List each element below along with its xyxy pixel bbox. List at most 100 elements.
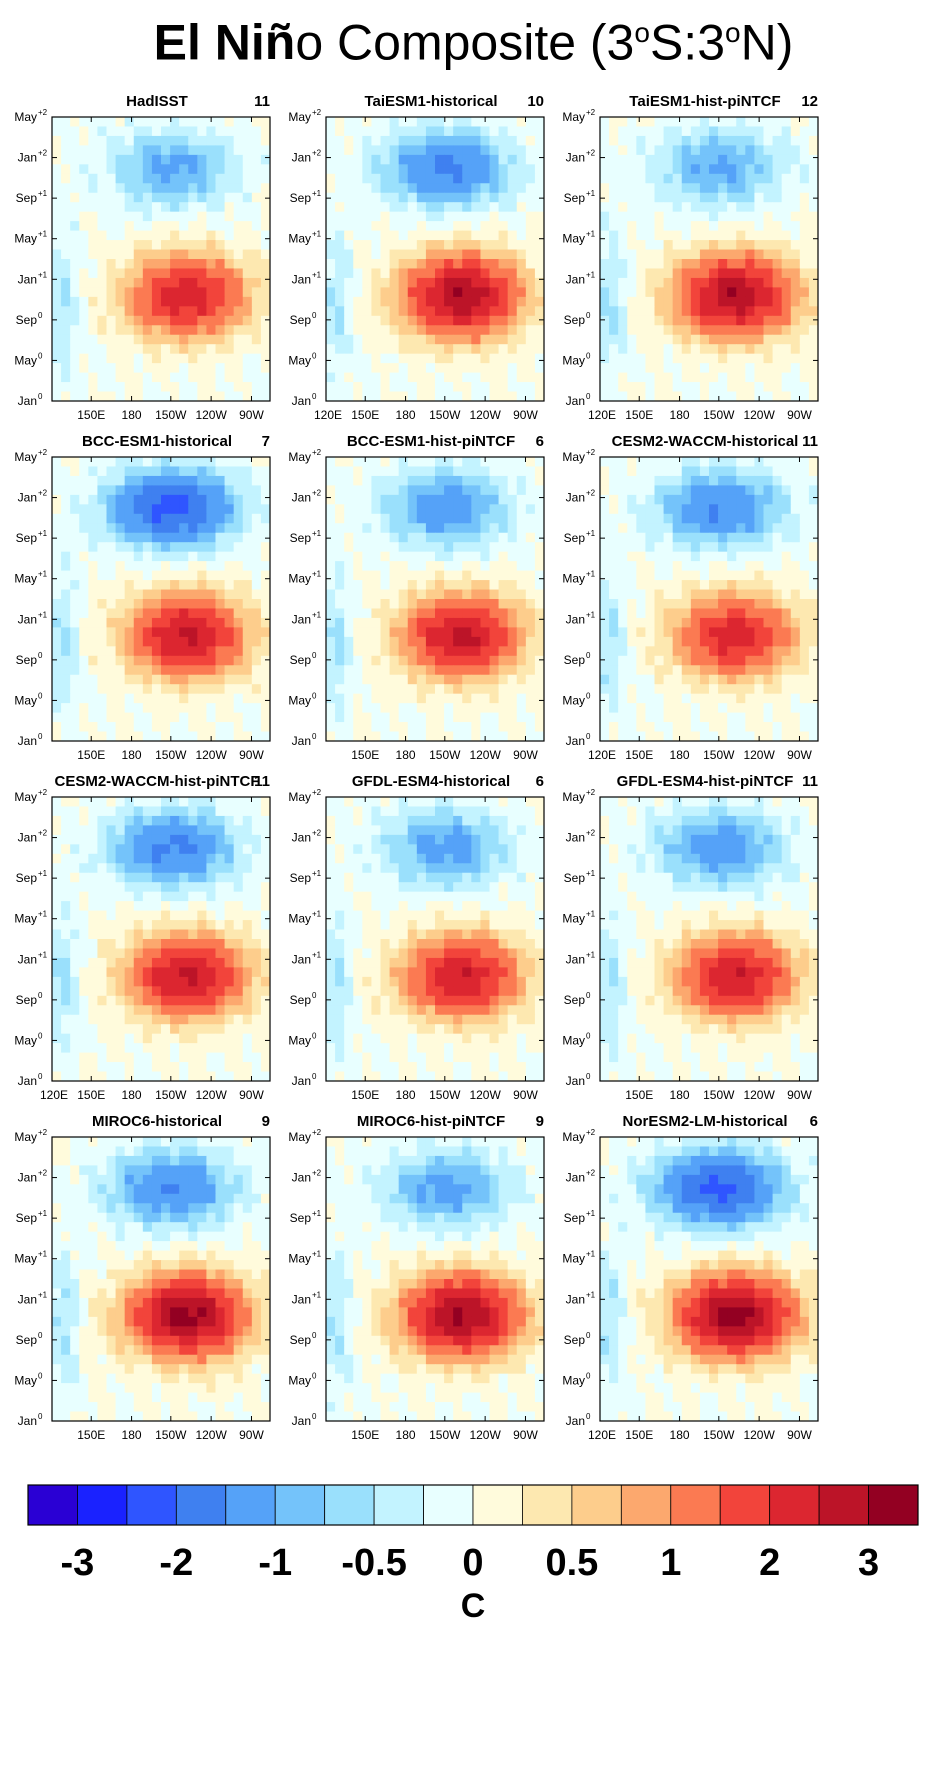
heatmap-cell (763, 731, 773, 742)
heatmap-cell (699, 523, 710, 534)
heatmap-cell (179, 457, 189, 467)
heatmap-cell (224, 722, 235, 732)
heatmap-cell (763, 542, 773, 553)
heatmap-cell (353, 391, 363, 402)
heatmap-cell (525, 532, 536, 543)
heatmap-cell (97, 126, 107, 137)
heatmap-cell (106, 494, 116, 505)
heatmap-cell (516, 580, 527, 590)
heatmap-cell (371, 674, 381, 685)
heatmap-cell (353, 532, 363, 543)
heatmap-cell (398, 617, 409, 628)
heatmap-cell (453, 325, 463, 336)
heatmap-cell (170, 665, 180, 676)
heatmap-cell (97, 306, 107, 317)
heatmap-cell (97, 627, 107, 638)
heatmap-cell (115, 825, 126, 836)
heatmap-cell (763, 485, 773, 496)
y-tick-label: Sep (564, 531, 586, 545)
heatmap-cell (344, 655, 354, 666)
heatmap-cell (260, 353, 271, 364)
heatmap-cell (371, 117, 381, 127)
heatmap-cell (142, 485, 153, 496)
heatmap-cell (335, 173, 345, 184)
heatmap-cell (453, 164, 463, 175)
heatmap-cell (197, 589, 207, 600)
heatmap-cell (645, 703, 655, 713)
heatmap-cell (124, 561, 135, 571)
heatmap-cell (425, 117, 436, 127)
heatmap-cell (224, 475, 235, 486)
heatmap-cell (525, 296, 536, 307)
heatmap-cell (690, 296, 701, 307)
heatmap-cell (471, 391, 481, 402)
heatmap-cell (362, 466, 372, 477)
heatmap-cell (507, 183, 518, 194)
heatmap-cell (142, 353, 153, 364)
heatmap-cell (344, 154, 354, 165)
heatmap-cell (242, 126, 253, 137)
heatmap-cell (618, 259, 628, 269)
heatmap-cell (133, 353, 144, 364)
heatmap-cell (781, 202, 792, 213)
heatmap-cell (534, 145, 545, 156)
heatmap-cell (471, 617, 481, 628)
heatmap-cell (362, 211, 372, 222)
heatmap-cell (600, 617, 610, 628)
heatmap-cell (435, 363, 445, 373)
heatmap-cell (197, 872, 207, 883)
heatmap-cell (525, 523, 536, 534)
heatmap-cell (260, 164, 271, 175)
heatmap-cell (498, 315, 509, 326)
heatmap-cell (709, 202, 719, 213)
heatmap-cell (380, 325, 390, 336)
heatmap-cell (362, 674, 372, 685)
heatmap-cell (115, 580, 126, 590)
heatmap-cell (781, 334, 792, 345)
heatmap-cell (781, 363, 792, 373)
heatmap-cell (88, 665, 98, 676)
heatmap-cell (435, 580, 445, 590)
heatmap-cell (471, 636, 481, 647)
heatmap-cell (681, 221, 692, 231)
heatmap-cell (124, 920, 135, 930)
heatmap-cell (609, 580, 619, 590)
heatmap-cell (133, 259, 144, 269)
heatmap-cell (745, 608, 755, 619)
heatmap-cell (636, 202, 646, 213)
heatmap-cell (690, 466, 701, 477)
heatmap-cell (260, 806, 271, 817)
heatmap-cell (471, 382, 481, 392)
heatmap-cell (462, 731, 472, 742)
heatmap-cell (344, 145, 354, 156)
heatmap-cell (763, 154, 773, 165)
heatmap-cell (242, 684, 253, 695)
heatmap-cell (242, 154, 253, 165)
heatmap-cell (251, 117, 262, 127)
heatmap-cell (736, 315, 746, 326)
heatmap-cell (435, 249, 445, 260)
heatmap-cell (233, 703, 244, 713)
heatmap-cell (416, 325, 427, 336)
heatmap-cell (609, 674, 619, 685)
heatmap-cell (681, 325, 692, 336)
heatmap-cell (627, 712, 637, 723)
heatmap-cell (772, 608, 783, 619)
heatmap-cell (188, 532, 198, 543)
heatmap-cell (444, 126, 454, 137)
y-tick-sup: 0 (38, 392, 43, 401)
heatmap-cell (371, 646, 381, 657)
heatmap-cell (52, 135, 62, 146)
heatmap-cell (124, 344, 135, 355)
heatmap-cell (636, 712, 646, 723)
heatmap-cell (215, 154, 225, 165)
heatmap-cell (609, 372, 619, 383)
heatmap-cell (335, 561, 345, 571)
heatmap-cell (398, 589, 409, 600)
heatmap-cell (380, 382, 390, 392)
heatmap-cell (398, 154, 409, 165)
heatmap-cell (799, 722, 810, 732)
heatmap-cell (353, 192, 363, 203)
heatmap-cell (161, 135, 171, 146)
heatmap-cell (124, 363, 135, 373)
